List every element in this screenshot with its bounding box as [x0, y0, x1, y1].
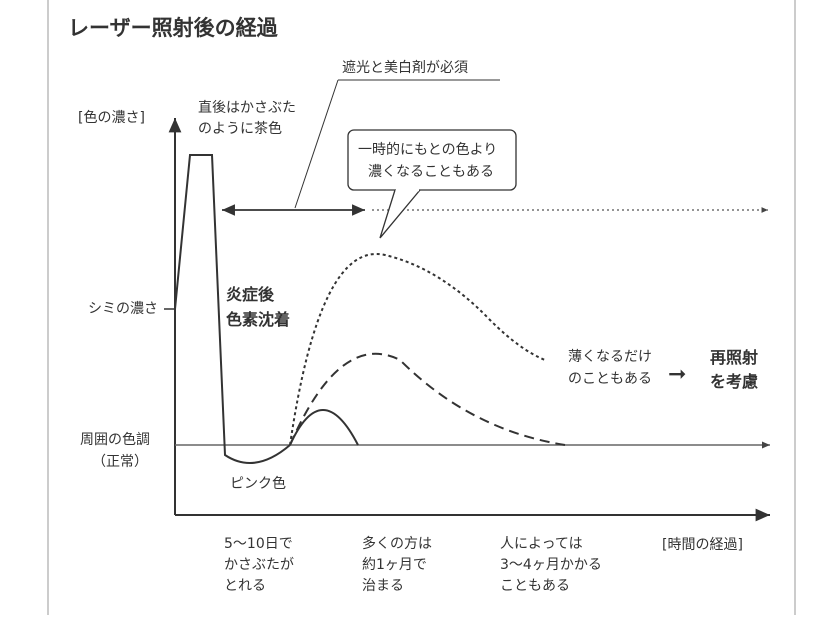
x-axis-label: [時間の経過]	[662, 537, 743, 553]
timeline-1-line3: とれる	[224, 578, 266, 594]
pih-label-line2: 色素沈着	[226, 310, 290, 329]
scab-note-line1: 直後はかさぶた	[198, 99, 296, 116]
timeline-1-line2: かさぶたが	[224, 557, 294, 573]
timeline-2-line1: 多くの方は	[362, 535, 432, 552]
timeline-3-line3: こともある	[500, 578, 570, 594]
sun-protection-label: 遮光と美白剤が必須	[342, 60, 468, 76]
diagram-title: レーザー照射後の経過	[68, 16, 279, 40]
timeline-1-line1: 5〜10日で	[224, 536, 293, 552]
timeline-3-line1: 人によっては	[500, 536, 583, 552]
solid-bump-curve	[289, 409, 359, 446]
y-axis-label: [色の濃さ]	[78, 109, 145, 126]
main-solid-curve	[174, 154, 291, 464]
sun-protection-callout-line	[294, 79, 339, 209]
dotted-curve	[289, 252, 546, 446]
temporary-darker-line2: 濃くなることもある	[368, 164, 494, 180]
reirradiate-line2: を考慮	[710, 372, 758, 391]
reirradiate-line1: 再照射	[710, 348, 758, 367]
temporary-darker-bubble	[347, 129, 517, 191]
pink-label: ピンク色	[230, 475, 286, 492]
normal-level-label: 周囲の色調	[80, 431, 150, 448]
temporary-darker-line1: 一時的にもとの色より	[358, 141, 497, 158]
arrow-right-icon: ➞	[668, 362, 686, 387]
timeline-2-line3: 治まる	[362, 578, 404, 594]
dashed-curve	[289, 352, 566, 446]
fade-note-line1: 薄くなるだけ	[568, 349, 652, 365]
spot-level-label: シミの濃さ	[88, 301, 158, 317]
bubble-tail	[379, 189, 421, 239]
timeline-3-line2: 3〜4ヶ月かかる	[500, 557, 602, 573]
normal-level-sublabel: （正常）	[92, 454, 148, 470]
timeline-2-line2: 約1ヶ月で	[362, 557, 427, 573]
pih-label-line1: 炎症後	[226, 285, 275, 304]
scab-note-line2: のように茶色	[198, 120, 282, 137]
fade-note-line2: のこともある	[568, 371, 652, 387]
